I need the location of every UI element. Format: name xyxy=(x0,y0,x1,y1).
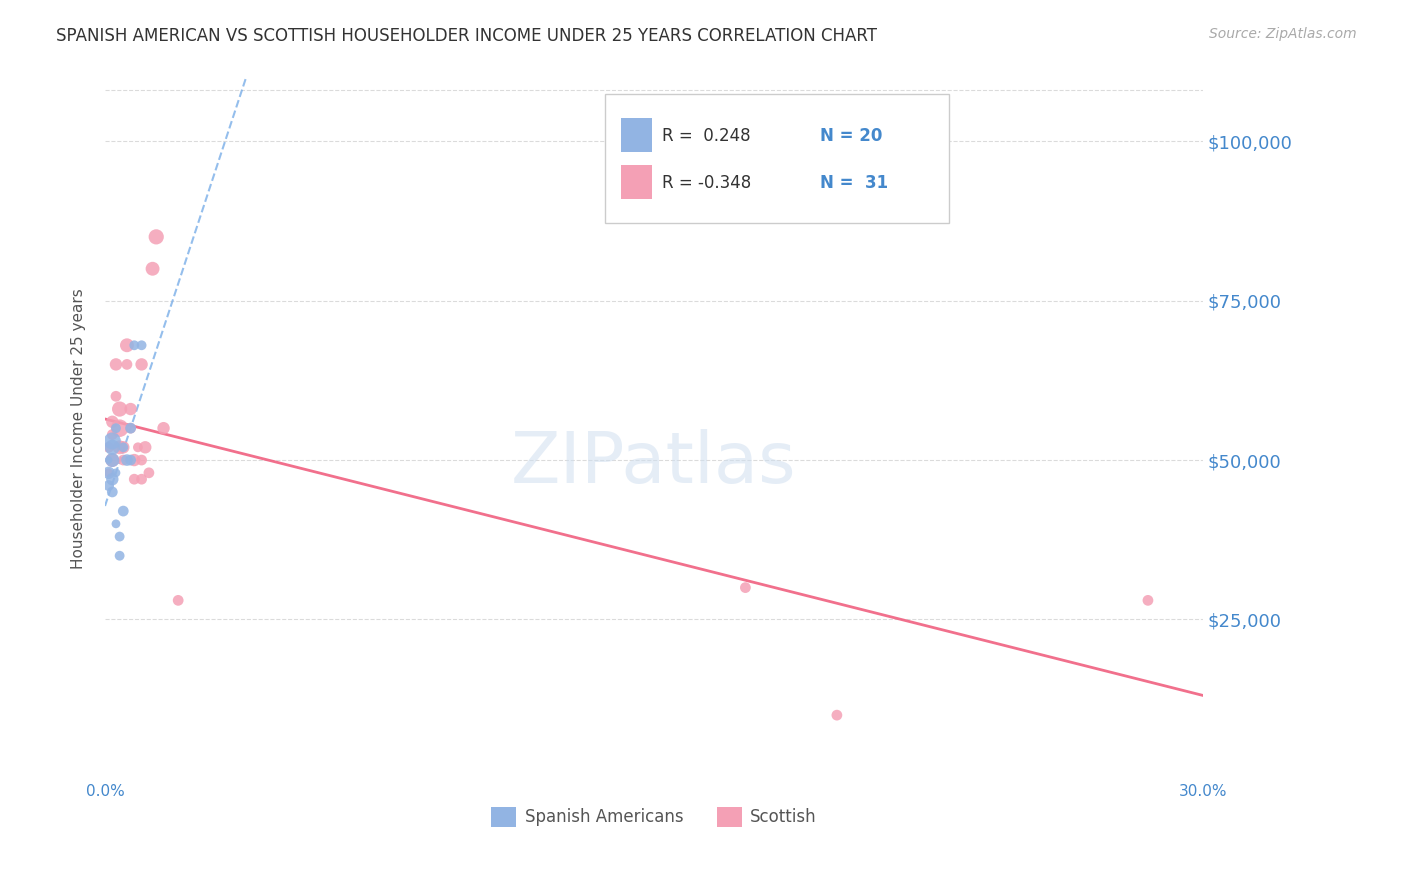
Point xyxy=(104,389,127,403)
Point xyxy=(108,402,131,417)
Point xyxy=(101,415,124,429)
Text: SPANISH AMERICAN VS SCOTTISH HOUSEHOLDER INCOME UNDER 25 YEARS CORRELATION CHART: SPANISH AMERICAN VS SCOTTISH HOUSEHOLDER… xyxy=(56,27,877,45)
Point xyxy=(112,453,135,467)
Point xyxy=(138,466,160,480)
Text: N = 20: N = 20 xyxy=(820,127,882,145)
Point xyxy=(108,530,131,544)
Point xyxy=(101,434,124,448)
Point xyxy=(101,485,124,500)
Point xyxy=(122,338,145,352)
Point xyxy=(145,230,167,244)
Point xyxy=(108,549,131,563)
Point xyxy=(97,440,120,454)
Text: R = -0.348: R = -0.348 xyxy=(662,174,751,192)
Point xyxy=(127,440,149,454)
Point xyxy=(734,581,756,595)
Point xyxy=(120,453,142,467)
Point xyxy=(97,478,120,492)
Point xyxy=(112,440,135,454)
Point xyxy=(120,402,142,417)
Point xyxy=(104,358,127,372)
Point xyxy=(131,338,153,352)
Point xyxy=(115,338,138,352)
Point xyxy=(101,427,124,442)
Point xyxy=(120,421,142,435)
Point xyxy=(131,472,153,486)
Point xyxy=(101,453,124,467)
Point xyxy=(101,472,124,486)
Point xyxy=(104,466,127,480)
Text: ZIPatlas: ZIPatlas xyxy=(512,429,797,498)
Point xyxy=(142,261,165,276)
Point xyxy=(120,421,142,435)
Point xyxy=(131,453,153,467)
Text: R =  0.248: R = 0.248 xyxy=(662,127,751,145)
Point xyxy=(112,504,135,518)
Point xyxy=(115,453,138,467)
Point xyxy=(1136,593,1159,607)
Point xyxy=(108,440,131,454)
Point xyxy=(131,358,153,372)
Point xyxy=(152,421,174,435)
Point xyxy=(101,453,124,467)
Legend: Spanish Americans, Scottish: Spanish Americans, Scottish xyxy=(485,800,823,834)
Point xyxy=(825,708,848,723)
Text: Source: ZipAtlas.com: Source: ZipAtlas.com xyxy=(1209,27,1357,41)
Y-axis label: Householder Income Under 25 years: Householder Income Under 25 years xyxy=(72,288,86,568)
Point xyxy=(115,358,138,372)
Point xyxy=(101,440,124,454)
Point xyxy=(104,421,127,435)
Point xyxy=(122,472,145,486)
Point xyxy=(108,421,131,435)
Point xyxy=(97,466,120,480)
Point xyxy=(104,516,127,531)
Point xyxy=(167,593,190,607)
Point xyxy=(97,466,120,480)
Point xyxy=(134,440,156,454)
Point xyxy=(122,453,145,467)
Point xyxy=(112,440,135,454)
Point xyxy=(97,453,120,467)
Text: N =  31: N = 31 xyxy=(820,174,887,192)
